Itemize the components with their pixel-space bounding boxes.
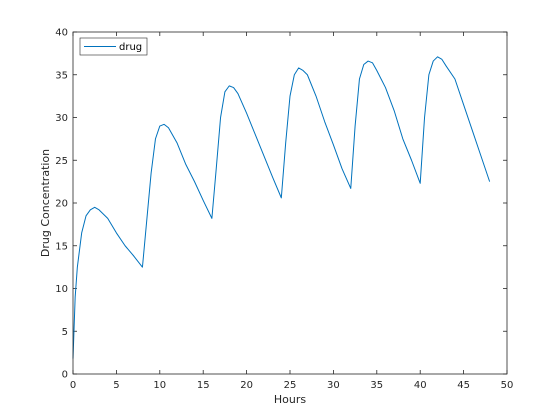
x-axis-label: Hours [274, 393, 306, 406]
plot-area [73, 32, 507, 374]
y-tick-label: 35 [55, 70, 68, 81]
y-tick-label: 30 [55, 113, 68, 124]
series-line-drug [72, 56, 491, 359]
x-tick-label: 25 [284, 380, 297, 391]
x-tick-label: 0 [70, 380, 76, 391]
legend[interactable]: drug [79, 37, 148, 56]
ticks-layer: 0 5 10 15 20 25 30 35 40 45 50 0 5 10 15 20 25 30 35 40 [55, 28, 513, 392]
x-tick-label: 50 [501, 380, 514, 391]
y-tick-label: 10 [55, 284, 68, 295]
y-tick-label: 15 [55, 241, 68, 252]
x-tick-label: 5 [113, 380, 119, 391]
y-tick-label: 25 [55, 156, 68, 167]
y-tick-label: 5 [62, 327, 68, 338]
plot-frame [72, 31, 508, 375]
x-tick-label: 45 [457, 380, 470, 391]
x-tick-label: 35 [370, 380, 383, 391]
y-tick-label: 40 [55, 28, 68, 39]
x-tick-label: 30 [327, 380, 340, 391]
series-layer [72, 56, 491, 359]
x-tick-label: 10 [153, 380, 166, 391]
y-axis-label: Drug Concentration [39, 149, 52, 257]
x-tick-label: 20 [240, 380, 253, 391]
y-tick-label: 0 [62, 370, 68, 381]
y-tick-label: 20 [55, 199, 68, 210]
legend-entry-drug: drug [119, 42, 142, 53]
x-tick-label: 15 [197, 380, 210, 391]
x-tick-label: 40 [414, 380, 427, 391]
